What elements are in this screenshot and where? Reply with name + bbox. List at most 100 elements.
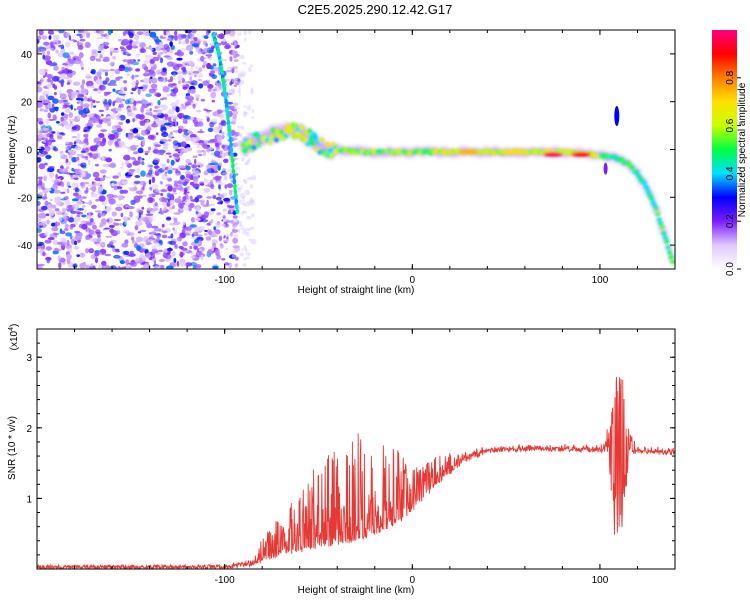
noise-blob bbox=[203, 187, 211, 193]
ridge-point bbox=[658, 221, 664, 226]
noise-blob bbox=[51, 62, 58, 67]
noise-blob bbox=[38, 153, 46, 157]
noise-blob bbox=[44, 58, 51, 62]
noise-blob bbox=[108, 224, 115, 228]
noise-blob bbox=[142, 194, 147, 198]
noise-blob bbox=[123, 154, 131, 161]
noise-blob bbox=[200, 55, 205, 62]
noise-blob bbox=[144, 60, 150, 64]
noise-blob bbox=[78, 109, 84, 115]
noise-blob bbox=[44, 200, 49, 206]
noise-blob bbox=[202, 48, 209, 54]
noise-blob bbox=[184, 226, 192, 231]
noise-blob bbox=[171, 168, 179, 171]
noise-blob bbox=[222, 168, 226, 172]
noise-blob bbox=[167, 139, 172, 142]
noise-blob bbox=[212, 176, 216, 181]
noise-blob bbox=[151, 245, 157, 251]
noise-blob bbox=[174, 198, 182, 204]
noise-blob bbox=[97, 233, 101, 238]
noise-blob bbox=[37, 228, 42, 233]
noise-blob bbox=[178, 80, 182, 84]
steep-point bbox=[228, 136, 233, 143]
noise-blob bbox=[178, 113, 183, 120]
steep-point bbox=[230, 157, 235, 164]
noise-blob bbox=[228, 112, 234, 116]
colorbar-tick-label: 0.6 bbox=[725, 118, 736, 132]
noise-blob bbox=[76, 247, 79, 250]
noise-blob bbox=[152, 149, 160, 154]
noise-blob bbox=[88, 119, 93, 124]
noise-blob bbox=[188, 205, 192, 212]
steep-point bbox=[233, 188, 238, 195]
noise-blob bbox=[226, 183, 234, 189]
noise-blob bbox=[65, 166, 70, 170]
noise-blob bbox=[37, 208, 45, 213]
noise-blob bbox=[149, 186, 153, 191]
noise-blob bbox=[37, 158, 41, 163]
noise-blob bbox=[215, 248, 221, 254]
noise-blob bbox=[153, 265, 161, 269]
noise-blob bbox=[38, 163, 46, 170]
noise-blob bbox=[95, 231, 102, 234]
noise-blob bbox=[210, 152, 215, 156]
noise-blob bbox=[179, 258, 186, 263]
noise-blob bbox=[101, 260, 107, 267]
ridge-point bbox=[670, 260, 675, 264]
noise-blob bbox=[173, 72, 176, 77]
noise-blob bbox=[142, 185, 145, 191]
noise-blob bbox=[97, 50, 102, 54]
noise-blob bbox=[217, 193, 221, 196]
noise-blob bbox=[123, 86, 128, 92]
noise-blob bbox=[242, 229, 248, 235]
noise-blob bbox=[201, 215, 209, 219]
noise-blob bbox=[246, 216, 252, 220]
noise-blob bbox=[222, 208, 227, 212]
noise-blob bbox=[146, 126, 152, 132]
noise-blob bbox=[140, 47, 144, 53]
noise-blob bbox=[178, 40, 182, 45]
noise-blob bbox=[37, 140, 40, 146]
noise-blob bbox=[218, 184, 221, 190]
noise-blob bbox=[74, 168, 82, 175]
noise-blob bbox=[60, 116, 64, 122]
noise-blob bbox=[159, 52, 164, 55]
noise-blob bbox=[42, 127, 50, 131]
noise-blob bbox=[232, 215, 238, 219]
spike-feature bbox=[614, 106, 620, 126]
noise-blob bbox=[239, 133, 243, 138]
noise-blob bbox=[93, 114, 99, 118]
noise-blob bbox=[76, 106, 84, 111]
noise-blob bbox=[194, 158, 197, 165]
noise-blob bbox=[143, 77, 150, 84]
ridge-point bbox=[293, 123, 299, 129]
noise-blob bbox=[212, 162, 219, 166]
noise-blob bbox=[245, 248, 248, 253]
noise-blob bbox=[94, 250, 101, 253]
noise-blob bbox=[105, 41, 108, 48]
noise-blob bbox=[133, 159, 137, 163]
noise-blob bbox=[162, 97, 168, 100]
noise-blob bbox=[45, 140, 54, 143]
noise-blob bbox=[101, 200, 108, 206]
spectrogram-ticks: -100 0 100 -40 -20 0 20 40 bbox=[18, 30, 676, 286]
noise-blob bbox=[56, 210, 63, 215]
snr-x-axis-label: Height of straight line (km) bbox=[298, 585, 415, 596]
noise-blob bbox=[109, 68, 115, 72]
noise-blob bbox=[98, 68, 105, 73]
noise-blob bbox=[54, 208, 60, 212]
noise-blob bbox=[38, 233, 42, 236]
noise-blob bbox=[87, 159, 91, 165]
noise-blob bbox=[64, 108, 71, 113]
noise-blob bbox=[173, 180, 179, 184]
noise-blob bbox=[115, 97, 122, 103]
noise-blob bbox=[69, 53, 77, 56]
noise-blob bbox=[104, 253, 112, 257]
noise-blob bbox=[71, 70, 76, 76]
noise-blob bbox=[81, 196, 87, 200]
noise-blob bbox=[120, 212, 124, 218]
noise-blob bbox=[135, 220, 143, 227]
noise-blob bbox=[115, 76, 120, 81]
noise-blob bbox=[198, 83, 204, 89]
noise-blob bbox=[92, 99, 96, 104]
